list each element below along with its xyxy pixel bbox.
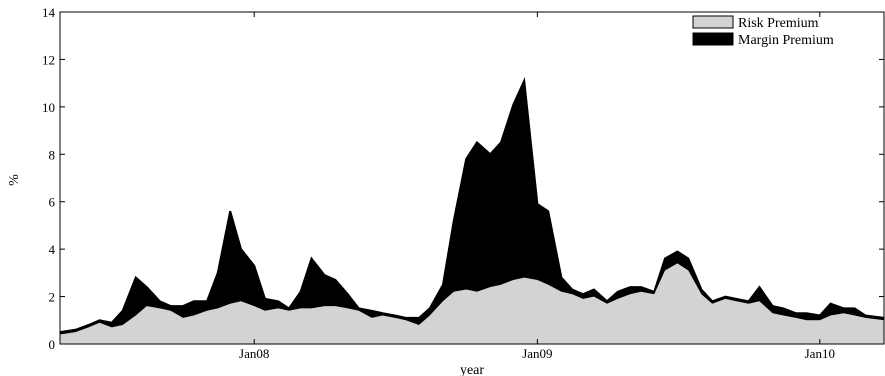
y-tick-label: 6: [49, 195, 56, 210]
x-axis-title: year: [460, 363, 484, 376]
y-tick-label: 14: [42, 5, 56, 20]
risk-premium-area: [60, 263, 884, 344]
x-tick-label: Jan09: [522, 346, 552, 361]
y-axis: 0 2 4 6 8 10 12 14: [42, 5, 884, 352]
legend-label-margin-premium: Margin Premium: [738, 33, 834, 48]
y-tick-label: 12: [42, 52, 55, 67]
y-axis-title: %: [7, 174, 22, 186]
legend-swatch-margin-premium: [692, 32, 734, 46]
legend-swatch-risk-premium: [692, 15, 734, 29]
x-axis: Jan08 Jan09 Jan10: [239, 12, 835, 361]
y-tick-label: 2: [49, 290, 56, 305]
plot-area: [59, 77, 885, 344]
y-tick-label: 8: [49, 147, 56, 162]
y-tick-label: 10: [42, 100, 55, 115]
total-premium-line: [59, 77, 885, 334]
axes-frame: [59, 11, 885, 345]
legend-label-risk-premium: Risk Premium: [738, 16, 819, 31]
y-tick-label: 4: [49, 242, 56, 257]
legend: Risk Premium Margin Premium: [692, 15, 834, 48]
x-tick-label: Jan10: [805, 346, 835, 361]
y-tick-label: 0: [49, 337, 56, 352]
x-tick-label: Jan08: [239, 346, 269, 361]
margin-premium-area: [60, 80, 884, 335]
